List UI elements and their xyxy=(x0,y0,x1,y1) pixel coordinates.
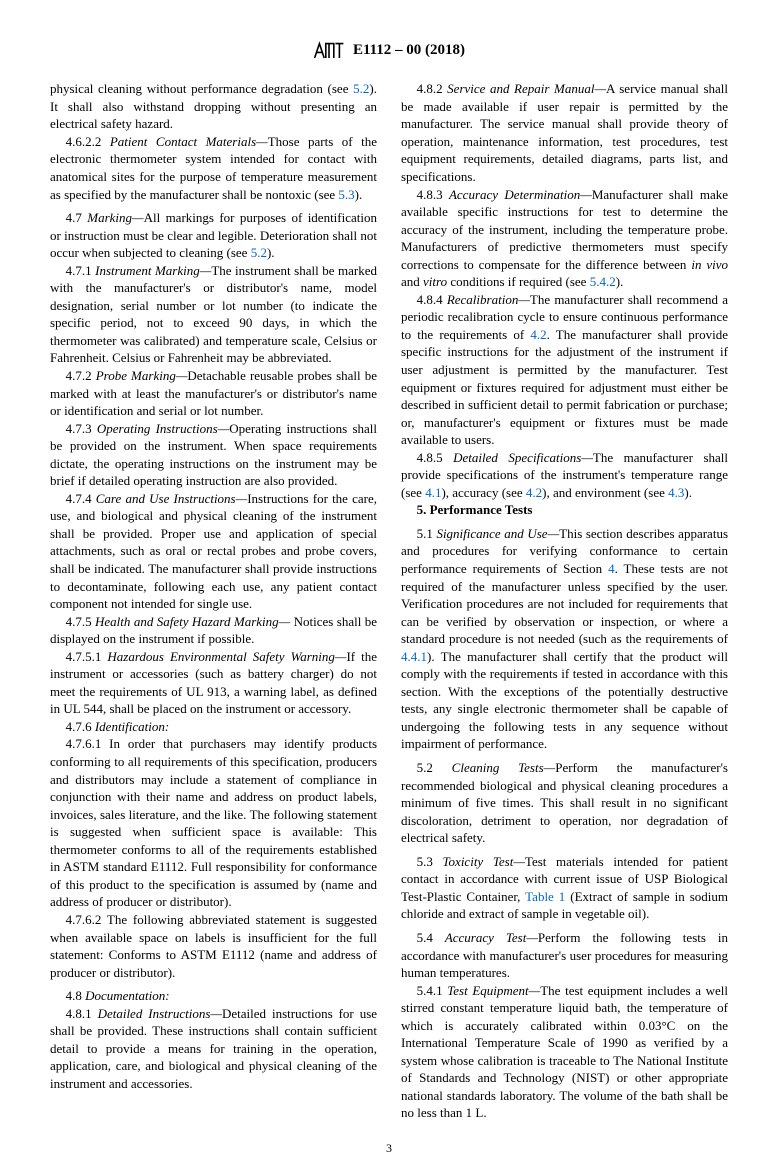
page-header: E1112 – 00 (2018) xyxy=(50,40,728,60)
para-4762: 4.7.6.2 The following abbreviated statem… xyxy=(50,911,377,981)
para-4761: 4.7.6.1 In order that purchasers may ide… xyxy=(50,735,377,910)
para-51: 5.1 Significance and Use—This section de… xyxy=(401,525,728,753)
ref-4-1[interactable]: 4.1 xyxy=(425,485,441,500)
body-columns: physical cleaning without performance de… xyxy=(50,80,728,1122)
para-4621-cont: physical cleaning without performance de… xyxy=(50,80,377,133)
ref-4-2b[interactable]: 4.2 xyxy=(526,485,542,500)
para-481: 4.8.1 Detailed Instructions—Detailed ins… xyxy=(50,1005,377,1093)
para-485: 4.8.5 Detailed Specifications—The manufa… xyxy=(401,449,728,502)
para-54: 5.4 Accuracy Test—Perform the following … xyxy=(401,929,728,982)
para-483: 4.8.3 Accuracy Determination—Manufacture… xyxy=(401,186,728,291)
para-48: 4.8 Documentation: xyxy=(50,987,377,1005)
ref-table-1[interactable]: Table 1 xyxy=(525,889,565,904)
para-4622: 4.6.2.2 Patient Contact Materials—Those … xyxy=(50,133,377,203)
para-482: 4.8.2 Service and Repair Manual—A servic… xyxy=(401,80,728,185)
para-52: 5.2 Cleaning Tests—Perform the manufactu… xyxy=(401,759,728,847)
ref-5-2[interactable]: 5.2 xyxy=(353,81,369,96)
para-476: 4.7.6 Identification: xyxy=(50,718,377,736)
ref-5-3[interactable]: 5.3 xyxy=(338,187,354,202)
para-473: 4.7.3 Operating Instructions—Operating i… xyxy=(50,420,377,490)
ref-4-2a[interactable]: 4.2 xyxy=(530,327,546,342)
section-5-title: 5. Performance Tests xyxy=(401,501,728,519)
para-475: 4.7.5 Health and Safety Hazard Marking— … xyxy=(50,613,377,648)
para-47: 4.7 Marking—All markings for purposes of… xyxy=(50,209,377,262)
para-53: 5.3 Toxicity Test—Test materials intende… xyxy=(401,853,728,923)
ref-5-2b[interactable]: 5.2 xyxy=(251,245,267,260)
para-541: 5.4.1 Test Equipment—The test equipment … xyxy=(401,982,728,1122)
page-number: 3 xyxy=(50,1140,728,1156)
astm-logo-icon xyxy=(313,40,345,60)
para-474: 4.7.4 Care and Use Instructions—Instruct… xyxy=(50,490,377,613)
ref-5-4-2[interactable]: 5.4.2 xyxy=(590,274,616,289)
ref-4-4-1[interactable]: 4.4.1 xyxy=(401,649,427,664)
ref-4-3[interactable]: 4.3 xyxy=(668,485,684,500)
para-484: 4.8.4 Recalibration—The manufacturer sha… xyxy=(401,291,728,449)
para-472: 4.7.2 Probe Marking—Detachable reusable … xyxy=(50,367,377,420)
para-4751: 4.7.5.1 Hazardous Environmental Safety W… xyxy=(50,648,377,718)
para-471: 4.7.1 Instrument Marking—The instrument … xyxy=(50,262,377,367)
designation: E1112 – 00 (2018) xyxy=(353,40,465,60)
